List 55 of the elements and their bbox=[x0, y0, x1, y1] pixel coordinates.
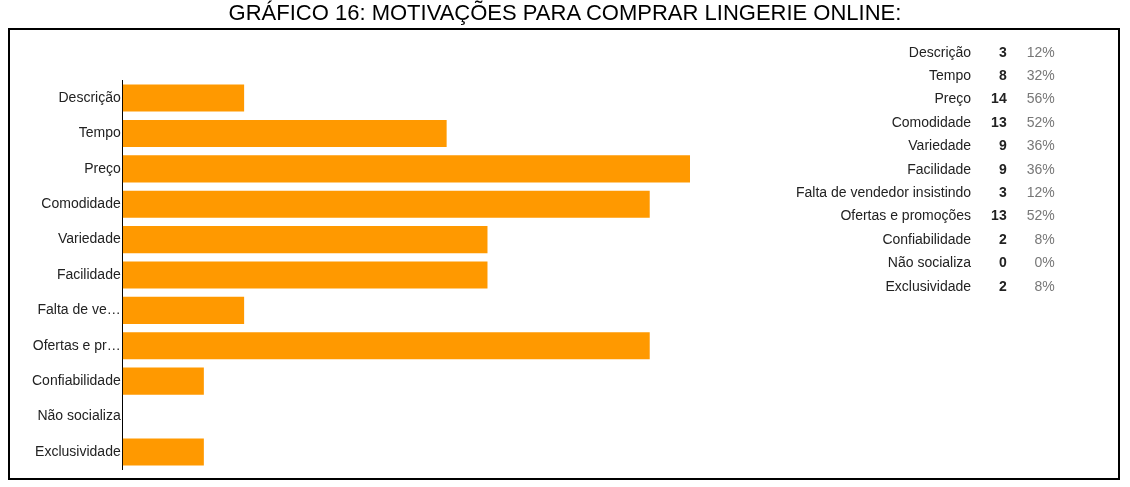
text: Facilidade bbox=[906, 159, 973, 179]
y-tick-label: Ofertas e pr… bbox=[32, 336, 121, 353]
text: 36% bbox=[1025, 136, 1056, 156]
bar bbox=[122, 261, 488, 289]
text: Descrição bbox=[907, 42, 973, 62]
text: 52% bbox=[1025, 112, 1056, 132]
text: 0% bbox=[1033, 253, 1056, 273]
text: 32% bbox=[1025, 66, 1056, 86]
text: 8% bbox=[1033, 276, 1056, 296]
text: Preço bbox=[933, 89, 973, 109]
y-tick-label: Descrição bbox=[58, 88, 121, 105]
text: 12% bbox=[1025, 42, 1056, 62]
bar bbox=[122, 190, 650, 218]
text: Tempo bbox=[928, 66, 973, 86]
text: 36% bbox=[1025, 159, 1056, 179]
text: Comodidade bbox=[890, 112, 973, 132]
bar bbox=[122, 332, 650, 360]
y-tick-label: Facilidade bbox=[56, 265, 121, 282]
text: 12% bbox=[1025, 183, 1056, 203]
y-tick-label: Tempo bbox=[78, 124, 121, 141]
bar bbox=[122, 119, 447, 148]
text: 3 bbox=[997, 42, 1008, 62]
text: Falta de vendedor insistindo bbox=[795, 183, 973, 203]
text: 14 bbox=[990, 89, 1008, 109]
text: Exclusividade bbox=[884, 276, 973, 296]
y-tick-label: Comodidade bbox=[41, 195, 121, 212]
text: 9 bbox=[997, 159, 1008, 179]
text: 8% bbox=[1033, 229, 1056, 249]
text: 9 bbox=[997, 136, 1008, 156]
bar bbox=[122, 296, 245, 324]
text: 56% bbox=[1025, 89, 1056, 109]
text: 2 bbox=[997, 276, 1008, 296]
y-tick-label: Confiabilidade bbox=[32, 372, 121, 388]
text: 13 bbox=[990, 112, 1008, 132]
text: 3 bbox=[997, 183, 1008, 203]
bar bbox=[122, 367, 204, 395]
y-tick-label: Não socializa bbox=[37, 407, 121, 424]
text: Variedade bbox=[907, 136, 973, 156]
y-tick-label: Preço bbox=[84, 159, 121, 176]
text: 0 bbox=[997, 253, 1008, 273]
text: 8 bbox=[997, 66, 1008, 86]
text: Não socializa bbox=[886, 253, 973, 273]
text: 2 bbox=[997, 229, 1008, 249]
text: 13 bbox=[990, 206, 1008, 226]
bar bbox=[122, 155, 690, 183]
bar bbox=[122, 84, 245, 112]
chart-title: GRÁFICO 16: MOTIVAÇÕES PARA COMPRAR LINGERIE ONLINE: bbox=[227, 0, 903, 26]
y-tick-label: Exclusividade bbox=[35, 442, 121, 459]
bar bbox=[122, 438, 204, 466]
bar bbox=[122, 226, 488, 254]
y-tick-label: Variedade bbox=[57, 230, 121, 247]
text: Ofertas e promoções bbox=[839, 206, 973, 226]
y-tick-label: Falta de ve… bbox=[37, 301, 121, 318]
text: Confiabilidade bbox=[881, 229, 973, 249]
text: 52% bbox=[1025, 206, 1056, 226]
